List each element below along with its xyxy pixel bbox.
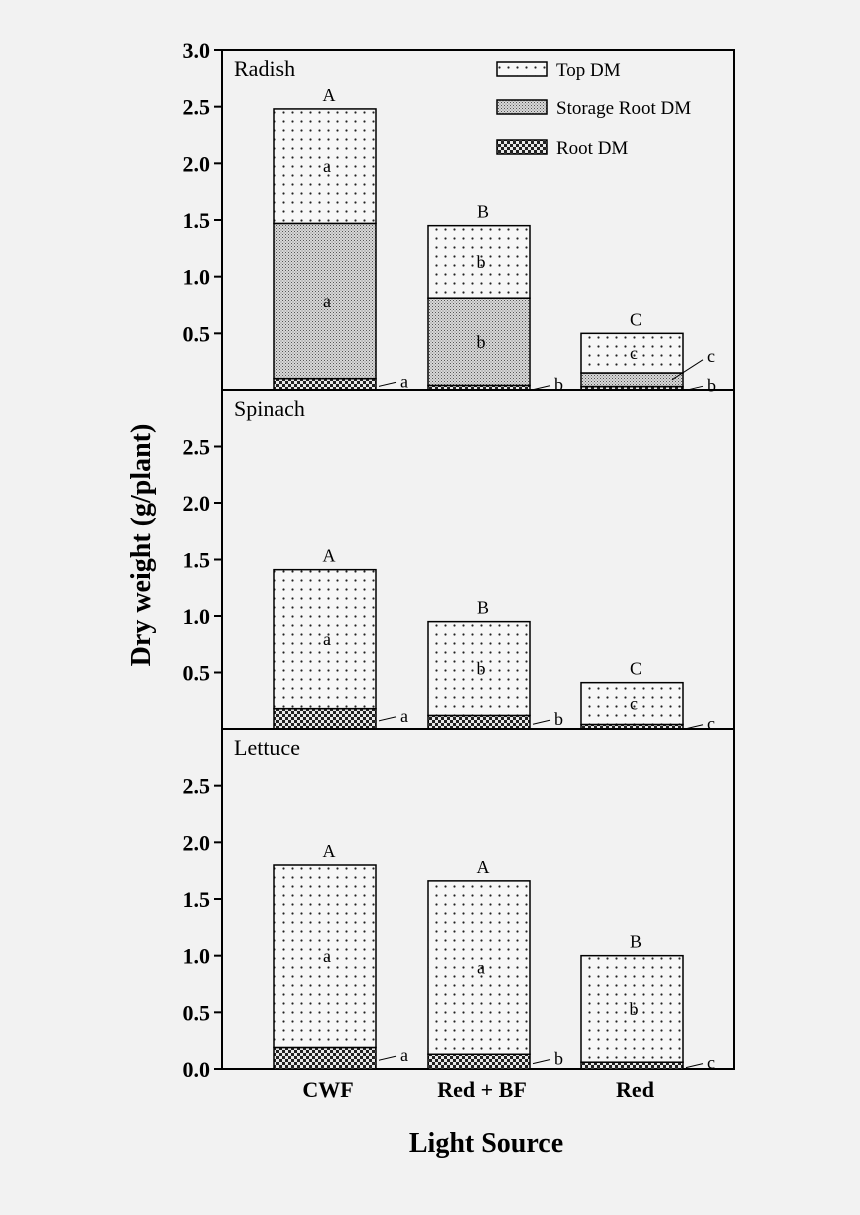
sig-letter-radish-red-bf-storage-root-dm: b	[477, 332, 486, 352]
sig-letter-radish-red-bf-root-dm: b	[554, 375, 563, 395]
sig-letter-lettuce-red-bf-root-dm: b	[554, 1049, 563, 1069]
sig-letter-radish-red-root-dm: b	[707, 375, 716, 395]
x-category-label-red-bf: Red + BF	[437, 1077, 527, 1102]
sig-letter-spinach-cwf-root-dm: a	[400, 706, 408, 726]
legend-swatch-top-dm	[496, 61, 548, 77]
sig-letter-lettuce-red-bf-top-dm: a	[477, 958, 485, 978]
y-tick-label-radish-2: 1.5	[183, 208, 211, 233]
y-tick-label-radish-1: 1.0	[183, 265, 211, 290]
bar-lettuce-red-bf-top-dm	[427, 880, 531, 1056]
bar-spinach-cwf-top-dm	[273, 568, 377, 710]
leader-radish-cwf-root-dm	[378, 381, 397, 387]
y-tick-label-lettuce-5: 2.5	[183, 774, 211, 799]
sig-letter-lettuce-cwf-top-dm: a	[323, 946, 331, 966]
x-category-label-cwf: CWF	[302, 1077, 353, 1102]
sig-letter-radish-cwf-root-dm: a	[400, 371, 408, 391]
leader-lettuce-red-root-dm	[685, 1063, 704, 1069]
y-tick-label-spinach-2: 1.5	[183, 548, 211, 573]
sig-letter-radish-cwf-top-dm: a	[323, 156, 331, 176]
y-tick-label-radish-3: 2.0	[183, 151, 211, 176]
sig-letter-lettuce-red-top-dm: b	[630, 999, 639, 1019]
x-axis-title: Light Source	[409, 1128, 563, 1159]
bar-spinach-cwf-root-dm	[273, 707, 377, 730]
bar-radish-red-top-dm	[580, 332, 684, 374]
sig-letter-spinach-red-top-dm: c	[630, 694, 638, 714]
sig-letter-radish-cwf-storage-root-dm: a	[323, 291, 331, 311]
legend-swatch-storage-root-dm	[496, 99, 548, 115]
y-tick-label-lettuce-0: 0.0	[183, 1057, 211, 1082]
bar-spinach-red-top-dm	[580, 681, 684, 726]
total-letter-radish-red-bf: B	[477, 202, 489, 222]
y-tick-label-radish-0: 0.5	[183, 321, 211, 346]
bar-radish-cwf-root-dm	[273, 377, 377, 391]
total-letter-lettuce-red: B	[630, 932, 642, 952]
sig-letter-spinach-cwf-top-dm: a	[323, 629, 331, 649]
legend-label-root-dm: Root DM	[556, 138, 628, 159]
legend-swatch-root-dm	[496, 139, 548, 155]
legend: Top DM Storage Root DM Root DM	[496, 60, 691, 159]
bar-lettuce-cwf-root-dm	[273, 1046, 377, 1070]
bar-lettuce-red-bf-root-dm	[427, 1053, 531, 1070]
x-category-label-red: Red	[616, 1077, 654, 1102]
panel-title-spinach: Spinach	[234, 396, 305, 421]
total-letter-spinach-cwf: A	[323, 546, 336, 566]
leader-spinach-red-bf-root-dm	[532, 719, 551, 725]
y-tick-label-lettuce-3: 1.5	[183, 887, 211, 912]
bar-radish-red-bf-storage-root-dm	[427, 297, 531, 387]
sig-letter-spinach-red-bf-top-dm: b	[477, 659, 486, 679]
total-letter-radish-red: C	[630, 309, 642, 329]
bar-spinach-red-bf-root-dm	[427, 714, 531, 730]
bar-radish-red-storage-root-dm	[580, 372, 684, 388]
y-tick-label-lettuce-4: 2.0	[183, 830, 211, 855]
y-tick-label-radish-5: 3.0	[183, 38, 211, 63]
panel-title-radish: Radish	[234, 56, 295, 81]
bar-radish-red-bf-top-dm	[427, 224, 531, 299]
y-axis-title: Dry weight (g/plant)	[126, 424, 157, 667]
sig-letter-radish-red-top-dm: c	[630, 343, 638, 363]
y-tick-label-spinach-4: 2.5	[183, 435, 211, 460]
y-tick-label-radish-4: 2.5	[183, 95, 211, 120]
leader-lettuce-red-bf-root-dm	[532, 1059, 551, 1065]
total-letter-radish-cwf: A	[323, 85, 336, 105]
y-tick-label-lettuce-2: 1.0	[183, 944, 211, 969]
bar-spinach-red-bf-top-dm	[427, 620, 531, 717]
legend-label-top-dm: Top DM	[556, 60, 621, 81]
sig-letter-lettuce-red-root-dm: c	[707, 1053, 715, 1073]
total-letter-lettuce-red-bf: A	[477, 857, 490, 877]
sig-letter-spinach-red-root-dm: c	[707, 714, 715, 734]
total-letter-lettuce-cwf: A	[323, 841, 336, 861]
leader-spinach-cwf-root-dm	[378, 716, 397, 722]
total-letter-spinach-red: C	[630, 659, 642, 679]
panel-title-lettuce: Lettuce	[234, 735, 300, 760]
bar-lettuce-red-top-dm	[580, 954, 684, 1063]
sig-letter-lettuce-cwf-root-dm: a	[400, 1045, 408, 1065]
panel-lettuce: Lettuce 0.0 0.5 1.0 1.5 2.0 2.5 a a Ab a Ac b B	[183, 728, 735, 1082]
bar-lettuce-cwf-top-dm	[273, 864, 377, 1049]
y-tick-label-spinach-3: 2.0	[183, 491, 211, 516]
leader-radish-red-storage-root-dm	[671, 359, 704, 381]
sig-letter-radish-red-storage-root-dm: c	[707, 346, 715, 366]
bar-lettuce-red-root-dm	[580, 1061, 684, 1070]
legend-label-storage-root-dm: Storage Root DM	[556, 98, 691, 119]
y-tick-label-spinach-1: 1.0	[183, 604, 211, 629]
y-tick-label-spinach-0: 0.5	[183, 661, 211, 686]
leader-lettuce-cwf-root-dm	[378, 1055, 397, 1061]
sig-letter-spinach-red-bf-root-dm: b	[554, 709, 563, 729]
sig-letter-radish-red-bf-top-dm: b	[477, 252, 486, 272]
bar-radish-cwf-top-dm	[273, 108, 377, 225]
y-tick-label-lettuce-1: 0.5	[183, 1000, 211, 1025]
total-letter-spinach-red-bf: B	[477, 598, 489, 618]
